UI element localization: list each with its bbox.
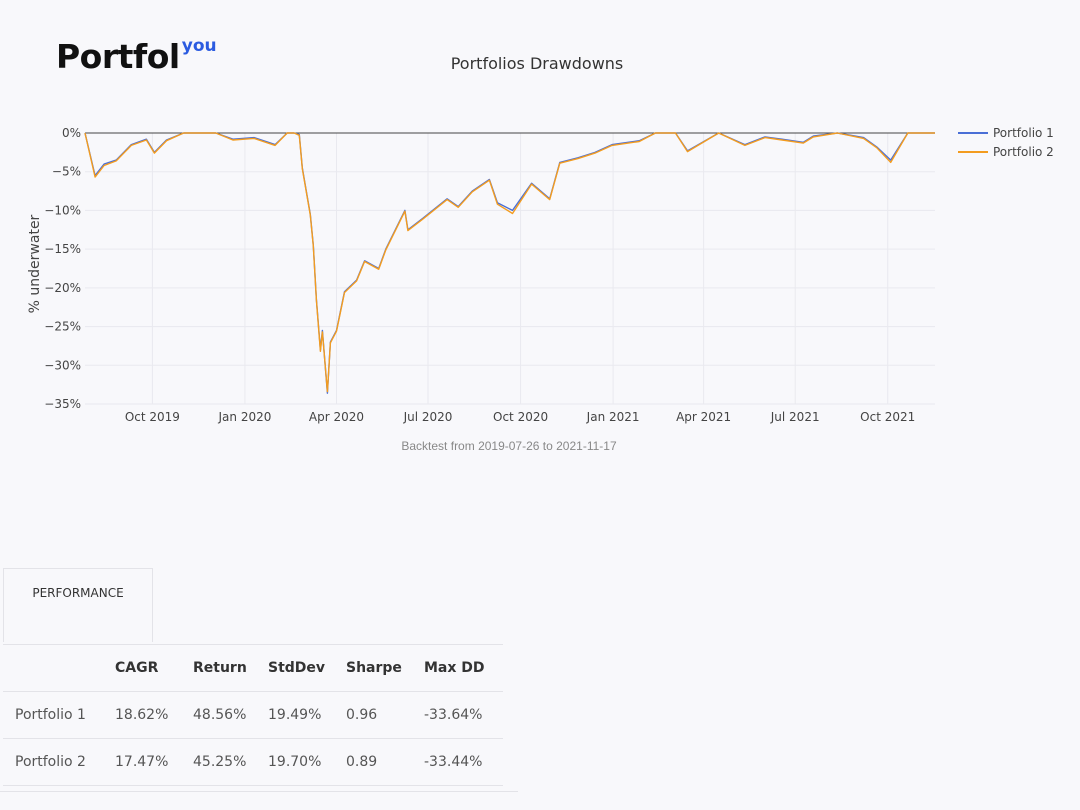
chart-title: Portfolios Drawdowns	[451, 54, 624, 73]
chart-legend[interactable]: Portfolio 1 Portfolio 2	[958, 126, 1054, 159]
performance-table: CAGR Return StdDev Sharpe Max DD Portfol…	[3, 644, 503, 786]
tab-performance[interactable]: PERFORMANCE	[3, 568, 153, 642]
table-header-sharpe[interactable]: Sharpe	[346, 644, 424, 692]
row-portfolio-name: Portfolio 1	[3, 691, 115, 739]
y-tick-label: −15%	[44, 242, 81, 256]
x-tick-label: Oct 2019	[125, 410, 180, 424]
x-tick-label: Jul 2021	[770, 410, 820, 424]
x-tick-label: Jan 2021	[586, 410, 640, 424]
x-tick-label: Oct 2021	[860, 410, 915, 424]
x-tick-label: Apr 2021	[676, 410, 731, 424]
table-header-return[interactable]: Return	[193, 644, 268, 692]
chart-series	[84, 132, 935, 394]
row-portfolio-name: Portfolio 2	[3, 738, 115, 786]
y-tick-label: −10%	[44, 203, 81, 217]
y-tick-label: −5%	[52, 165, 81, 179]
x-tick-label: Oct 2020	[493, 410, 548, 424]
row-return: 48.56%	[193, 691, 268, 739]
chart-grid	[85, 132, 935, 405]
row-sharpe: 0.96	[346, 691, 424, 739]
row-cagr: 17.47%	[115, 738, 193, 786]
table-row: Portfolio 2 17.47% 45.25% 19.70% 0.89 -3…	[3, 738, 503, 786]
portfolyou-logo: Portfol you	[56, 37, 217, 76]
table-row: Portfolio 1 18.62% 48.56% 19.49% 0.96 -3…	[3, 691, 503, 739]
y-tick-label: −20%	[44, 281, 81, 295]
table-header-stddev[interactable]: StdDev	[268, 644, 346, 692]
row-stddev: 19.70%	[268, 738, 346, 786]
x-tick-label: Apr 2020	[309, 410, 364, 424]
y-tick-label: −35%	[44, 397, 81, 411]
logo-sup-text: you	[181, 36, 217, 56]
table-bottom-divider	[0, 791, 518, 792]
drawdown-chart: Portfolios Drawdowns 0% −5% −10% −15% −20% −2…	[27, 54, 1054, 453]
table-header-cagr[interactable]: CAGR	[115, 644, 193, 692]
y-tick-label: −30%	[44, 358, 81, 372]
x-tick-label: Jan 2020	[218, 410, 272, 424]
chart-caption: Backtest from 2019-07-26 to 2021-11-17	[401, 439, 617, 453]
legend-label-2: Portfolio 2	[993, 145, 1054, 159]
x-tick-label: Jul 2020	[403, 410, 453, 424]
row-cagr: 18.62%	[115, 691, 193, 739]
row-stddev: 19.49%	[268, 691, 346, 739]
y-tick-label: 0%	[62, 126, 81, 140]
row-maxdd: -33.64%	[424, 691, 503, 739]
row-maxdd: -33.44%	[424, 738, 503, 786]
row-sharpe: 0.89	[346, 738, 424, 786]
tabs-bar: PERFORMANCE	[0, 566, 518, 642]
table-header-name	[3, 644, 115, 692]
logo-main-text: Portfol	[56, 37, 180, 76]
y-tick-label: −25%	[44, 320, 81, 334]
row-return: 45.25%	[193, 738, 268, 786]
y-axis-label: % underwater	[27, 214, 43, 313]
chart-axes: 0% −5% −10% −15% −20% −25% −30% −35% Oct 2019 Jan…	[44, 126, 915, 424]
legend-label-1: Portfolio 1	[993, 126, 1054, 140]
table-header-maxdd[interactable]: Max DD	[424, 644, 503, 692]
table-header-row: CAGR Return StdDev Sharpe Max DD	[3, 644, 503, 692]
series-line-2	[84, 132, 935, 393]
